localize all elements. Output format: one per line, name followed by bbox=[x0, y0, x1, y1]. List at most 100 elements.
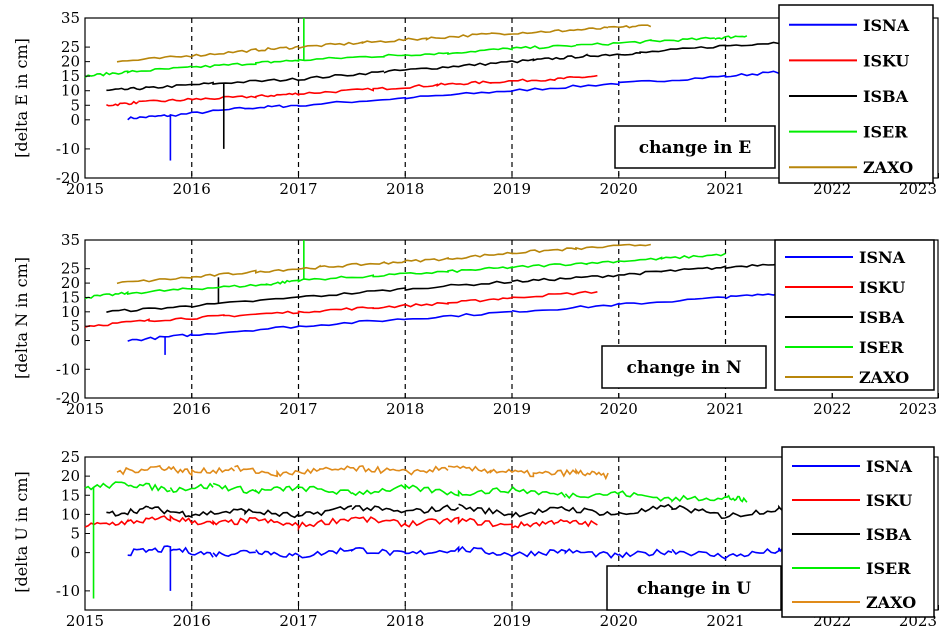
ytick-label: -20 bbox=[56, 169, 80, 187]
annotation-box bbox=[606, 565, 782, 611]
series-line-ZAXO bbox=[116, 24, 652, 63]
ytick-label: 5 bbox=[70, 525, 80, 543]
series-ISER bbox=[84, 240, 726, 300]
ytick-label: 25 bbox=[61, 448, 80, 466]
series-line-ISKU bbox=[84, 514, 598, 532]
ytick-label: 5 bbox=[70, 96, 80, 114]
series-ISNA bbox=[127, 545, 801, 591]
legend-label-ISKU: ISKU bbox=[866, 491, 912, 510]
legend: ISNA ISKU ISBA ISER ZAXO bbox=[781, 446, 935, 618]
xtick-label: 2019 bbox=[493, 400, 531, 418]
series-ZAXO bbox=[116, 24, 652, 63]
xtick-label: 2022 bbox=[813, 400, 851, 418]
series-ISKU bbox=[84, 514, 598, 532]
ytick-label: 15 bbox=[61, 67, 80, 85]
xtick-label: 2015 bbox=[66, 612, 104, 630]
legend-label-ISBA: ISBA bbox=[866, 525, 912, 544]
series-ISBA bbox=[106, 260, 801, 313]
ytick-label: 25 bbox=[61, 38, 80, 56]
xtick-label: 2020 bbox=[600, 400, 638, 418]
legend: ISNA ISKU ISBA ISER ZAXO bbox=[774, 239, 935, 391]
annotation-box bbox=[614, 125, 776, 169]
xtick-label: 2017 bbox=[279, 180, 317, 198]
annotation-text: change in N bbox=[627, 358, 742, 378]
annotation-text: change in U bbox=[637, 579, 751, 599]
legend-label-ZAXO: ZAXO bbox=[866, 593, 916, 612]
xtick-label: 2016 bbox=[173, 180, 211, 198]
xtick-label: 2020 bbox=[600, 612, 638, 630]
ytick-label: -10 bbox=[56, 360, 80, 378]
legend-label-ISBA: ISBA bbox=[859, 308, 905, 327]
legend-label-ISNA: ISNA bbox=[866, 457, 913, 476]
series-line-ISNA bbox=[127, 291, 801, 342]
ytick-label: 20 bbox=[61, 53, 80, 71]
xtick-label: 2019 bbox=[493, 612, 531, 630]
series-line-ISBA bbox=[106, 260, 801, 313]
legend-label-ISER: ISER bbox=[863, 123, 908, 142]
xtick-label: 2019 bbox=[493, 180, 531, 198]
xtick-label: 2018 bbox=[386, 612, 424, 630]
legend: ISNA ISKU ISBA ISER ZAXO bbox=[778, 4, 934, 184]
ytick-label: 15 bbox=[61, 288, 80, 306]
series-line-ISER bbox=[84, 252, 726, 300]
ytick-label: 20 bbox=[61, 467, 80, 485]
series-line-ISKU bbox=[106, 74, 598, 107]
series-ISKU bbox=[106, 74, 598, 107]
xtick-label: 2020 bbox=[600, 180, 638, 198]
xtick-label: 2018 bbox=[386, 180, 424, 198]
legend-label-ISKU: ISKU bbox=[863, 51, 909, 70]
series-line-ZAXO bbox=[116, 464, 609, 481]
series-ISBA bbox=[106, 39, 801, 149]
series-ISKU bbox=[84, 290, 598, 328]
annotation-text: change in E bbox=[639, 138, 751, 158]
xtick-label: 2021 bbox=[706, 180, 744, 198]
xtick-label: 2016 bbox=[173, 612, 211, 630]
legend-label-ZAXO: ZAXO bbox=[863, 158, 913, 177]
legend-label-ISNA: ISNA bbox=[859, 248, 906, 267]
series-line-ISNA bbox=[127, 68, 801, 121]
ytick-label: 15 bbox=[61, 486, 80, 504]
xtick-label: 2017 bbox=[279, 612, 317, 630]
series-line-ISER bbox=[84, 481, 748, 503]
legend-box bbox=[774, 239, 935, 391]
ytick-label: 5 bbox=[70, 317, 80, 335]
legend-box bbox=[781, 446, 935, 618]
ytick-label: 10 bbox=[61, 303, 80, 321]
xtick-label: 2017 bbox=[279, 400, 317, 418]
xtick-label: 2016 bbox=[173, 400, 211, 418]
series-ISER bbox=[84, 481, 748, 599]
series-ISER bbox=[84, 18, 748, 79]
y-axis-label: [delta U in cm] bbox=[12, 471, 31, 593]
xtick-label: 2022 bbox=[813, 180, 851, 198]
xtick-label: 2015 bbox=[66, 180, 104, 198]
series-ISNA bbox=[127, 291, 801, 355]
series-line-ISNA bbox=[127, 545, 801, 561]
series-line-ISBA bbox=[106, 39, 801, 92]
y-axis-label: [delta E in cm] bbox=[12, 38, 31, 158]
series-line-ISER bbox=[84, 35, 748, 79]
legend-label-ISER: ISER bbox=[866, 559, 911, 578]
series-line-ISKU bbox=[84, 290, 598, 328]
ytick-label: 35 bbox=[61, 9, 80, 27]
legend-label-ISNA: ISNA bbox=[863, 16, 910, 35]
ytick-label: 35 bbox=[61, 231, 80, 249]
series-ZAXO bbox=[116, 243, 651, 285]
ytick-label: 0 bbox=[70, 544, 80, 562]
ytick-label: -10 bbox=[56, 582, 80, 600]
ytick-label: 10 bbox=[61, 82, 80, 100]
ytick-label: 20 bbox=[61, 274, 80, 292]
xtick-label: 2015 bbox=[66, 400, 104, 418]
legend-label-ZAXO: ZAXO bbox=[859, 368, 909, 387]
series-line-ZAXO bbox=[116, 243, 651, 285]
legend-label-ISER: ISER bbox=[859, 338, 904, 357]
annotation-box bbox=[601, 345, 767, 389]
series-ZAXO bbox=[116, 464, 609, 481]
xtick-label: 2023 bbox=[899, 180, 937, 198]
legend-label-ISBA: ISBA bbox=[863, 87, 909, 106]
xtick-label: 2023 bbox=[899, 400, 937, 418]
ytick-label: 0 bbox=[70, 111, 80, 129]
